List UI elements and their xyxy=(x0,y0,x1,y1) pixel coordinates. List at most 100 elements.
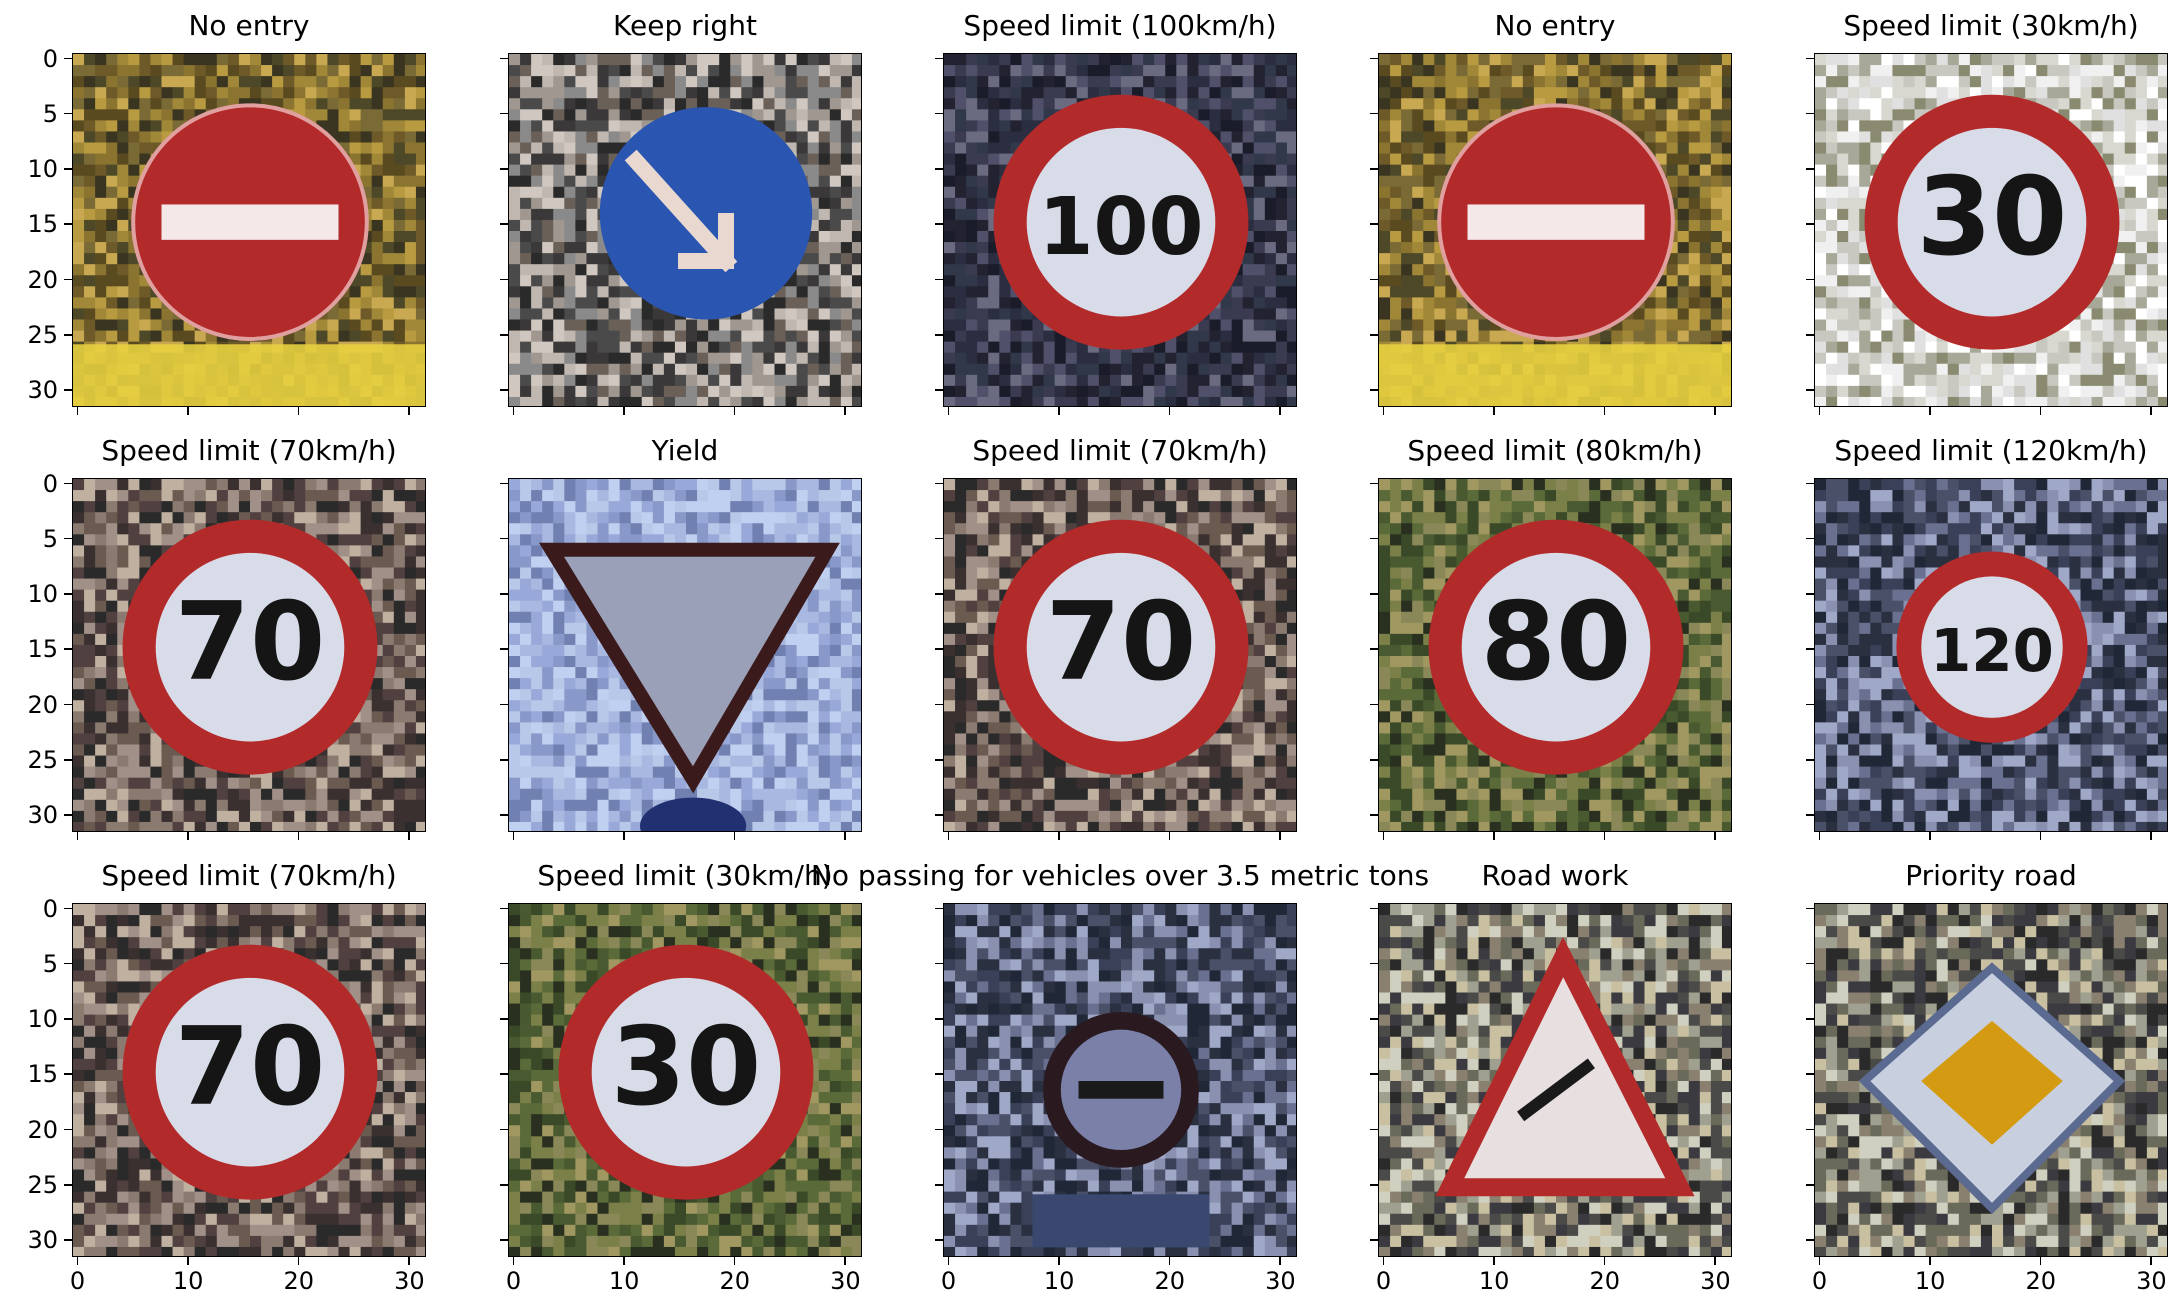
y-tick xyxy=(935,593,943,595)
y-tick xyxy=(1370,1184,1378,1186)
x-tick xyxy=(947,1257,950,1265)
x-tick xyxy=(1279,407,1281,415)
panel-title: Road work xyxy=(1481,859,1629,892)
y-tick xyxy=(935,703,943,706)
y-tick xyxy=(935,1128,943,1131)
panel-title: No entry xyxy=(188,9,310,42)
x-tick xyxy=(947,407,950,415)
image-axes xyxy=(508,478,862,832)
panel-title: No passing for vehicles over 3.5 metric … xyxy=(810,859,1430,892)
panel-title: Speed limit (80km/h) xyxy=(1407,434,1703,467)
x-tick xyxy=(1493,832,1495,840)
y-tick xyxy=(1806,112,1814,115)
traffic-sign xyxy=(1435,936,1695,1197)
x-tick xyxy=(733,407,736,415)
x-tick xyxy=(2039,407,2042,415)
x-tick-label: 30 xyxy=(830,1267,861,1295)
x-tick xyxy=(1603,832,1606,840)
y-tick xyxy=(935,482,943,485)
x-tick-label: 20 xyxy=(2025,1267,2057,1295)
sign-image: 70 xyxy=(944,479,1296,831)
y-tick xyxy=(1806,648,1814,650)
x-tick xyxy=(1168,1257,1171,1265)
y-tick xyxy=(64,1239,72,1241)
y-tick xyxy=(935,1018,943,1020)
x-tick xyxy=(1603,407,1606,415)
y-tick xyxy=(64,593,72,595)
x-tick xyxy=(844,407,846,415)
y-tick xyxy=(1806,1184,1814,1186)
y-tick xyxy=(1370,168,1378,170)
y-tick xyxy=(500,1239,508,1241)
x-tick-label: 10 xyxy=(1914,1267,1946,1295)
y-tick xyxy=(64,482,72,485)
panel-title: Speed limit (70km/h) xyxy=(101,859,397,892)
y-tick xyxy=(64,223,72,225)
y-tick xyxy=(1806,389,1814,391)
y-tick xyxy=(1806,1018,1814,1020)
sign-image: 70 xyxy=(73,479,425,831)
y-tick xyxy=(64,1073,72,1075)
x-tick xyxy=(1818,407,1821,415)
y-tick-label: 0 xyxy=(42,44,58,73)
x-tick-label: 20 xyxy=(1589,1267,1621,1295)
y-tick-label: 5 xyxy=(42,949,58,978)
y-tick xyxy=(935,278,943,281)
traffic-sign: 70 xyxy=(122,944,378,1200)
image-axes: 30 xyxy=(1814,53,2168,407)
x-tick xyxy=(1168,407,1171,415)
x-tick xyxy=(187,1257,189,1265)
sign-image: 100 xyxy=(944,54,1296,406)
y-tick xyxy=(1370,537,1378,540)
y-tick-label: 10 xyxy=(27,155,58,184)
x-tick xyxy=(1382,407,1385,415)
y-tick-label: 0 xyxy=(42,894,58,923)
panel-title: Speed limit (30km/h) xyxy=(1843,9,2139,42)
y-tick xyxy=(500,537,508,540)
y-tick-label: 25 xyxy=(27,321,58,350)
x-tick xyxy=(1929,1257,1931,1265)
y-tick xyxy=(500,112,508,115)
image-axes xyxy=(72,53,426,407)
y-tick-label: 10 xyxy=(27,1005,58,1034)
y-tick xyxy=(1370,57,1378,60)
x-tick-label: 0 xyxy=(1811,1267,1828,1295)
y-tick xyxy=(500,57,508,60)
y-tick xyxy=(1370,593,1378,595)
sign-image xyxy=(944,904,1296,1256)
image-axes: 70 xyxy=(943,478,1297,832)
x-tick xyxy=(2150,407,2152,415)
y-tick xyxy=(1370,482,1378,485)
x-tick-label: 30 xyxy=(394,1267,425,1295)
x-tick-label: 10 xyxy=(608,1267,640,1295)
y-tick xyxy=(935,1184,943,1186)
image-axes: 120 xyxy=(1814,478,2168,832)
x-tick-label: 0 xyxy=(69,1267,86,1295)
panel-title: Speed limit (70km/h) xyxy=(101,434,397,467)
image-axes: 80 xyxy=(1378,478,1732,832)
sign-image xyxy=(1815,904,2167,1256)
y-tick-label: 20 xyxy=(27,265,58,294)
x-tick-label: 0 xyxy=(940,1267,957,1295)
y-tick xyxy=(935,1239,943,1241)
x-tick xyxy=(1818,1257,1821,1265)
y-tick xyxy=(500,593,508,595)
y-tick xyxy=(64,814,72,816)
x-tick xyxy=(623,407,625,415)
y-tick xyxy=(64,278,72,281)
y-tick xyxy=(1806,1239,1814,1241)
x-tick xyxy=(1058,1257,1060,1265)
x-tick xyxy=(408,832,410,840)
traffic-sign: 120 xyxy=(1896,551,2088,743)
x-tick xyxy=(187,407,189,415)
svg-text:100: 100 xyxy=(1039,181,1204,273)
x-tick xyxy=(76,407,79,415)
x-tick xyxy=(2039,832,2042,840)
x-tick xyxy=(1929,407,1931,415)
panel-title: Speed limit (70km/h) xyxy=(972,434,1268,467)
x-tick-label: 30 xyxy=(1700,1267,1731,1295)
x-tick xyxy=(1058,832,1060,840)
image-axes xyxy=(1378,53,1732,407)
y-tick xyxy=(935,168,943,170)
x-tick xyxy=(2039,1257,2042,1265)
